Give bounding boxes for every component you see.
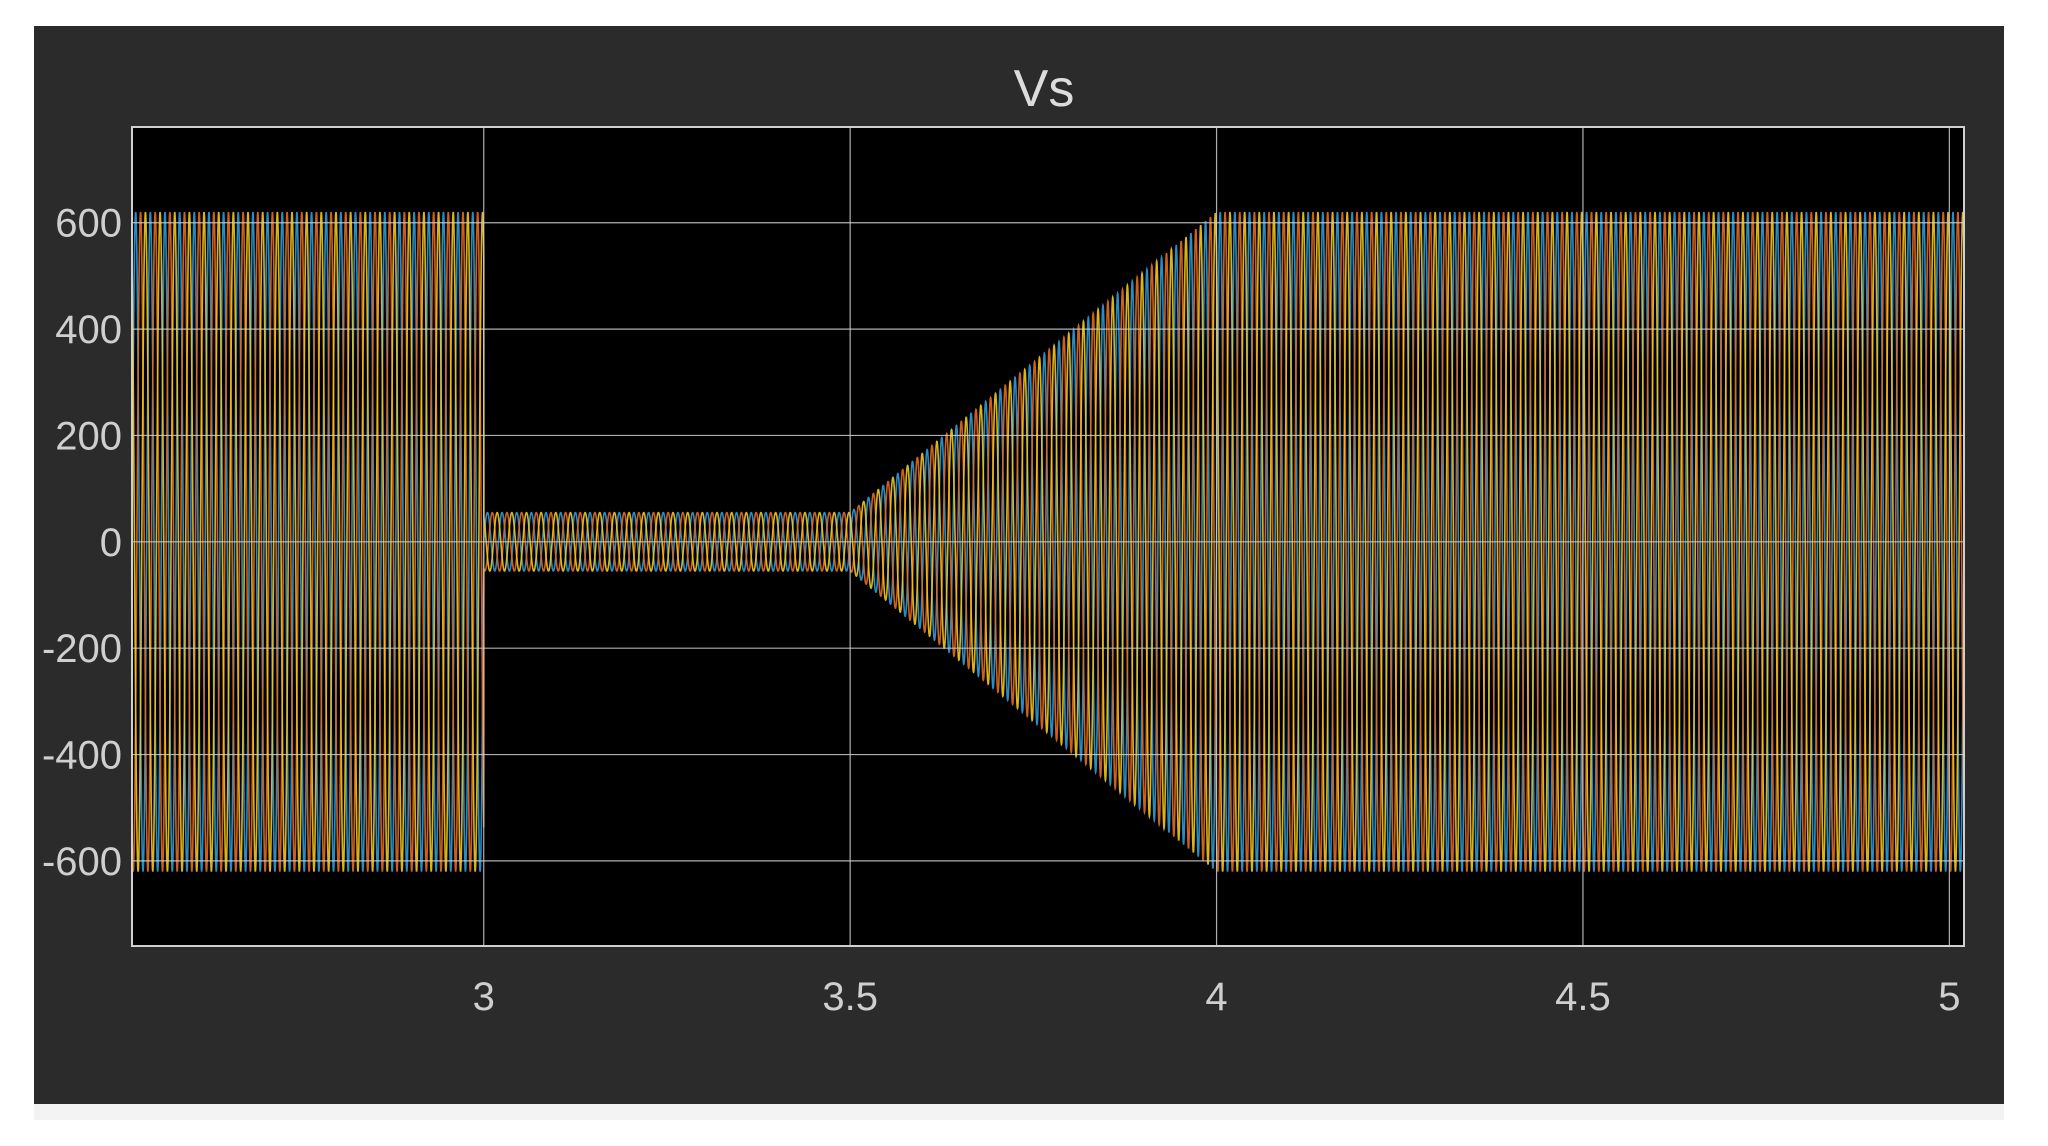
y-tick-label: 0	[100, 521, 122, 565]
chart-title: Vs	[1014, 60, 1075, 118]
x-tick-label: 3	[473, 975, 495, 1019]
y-tick-label: 200	[55, 414, 122, 458]
y-tick-label: 600	[55, 202, 122, 246]
x-tick-label: 5	[1938, 975, 1960, 1019]
axes-frame	[131, 126, 1965, 947]
plot-area	[131, 126, 1965, 947]
y-axis-ticks: 600 400 200 0 -200 -400 -600	[42, 202, 122, 884]
x-tick-label: 4	[1205, 975, 1227, 1019]
figure-bottom-border	[34, 1104, 2004, 1120]
y-tick-label: -200	[42, 627, 122, 671]
y-tick-label: -400	[42, 734, 122, 778]
x-axis-ticks: 3 3.5 4 4.5 5	[473, 975, 1961, 1019]
y-tick-label: 400	[55, 308, 122, 352]
grid-lines	[132, 127, 1964, 946]
x-tick-label: 4.5	[1555, 975, 1611, 1019]
x-tick-label: 3.5	[822, 975, 878, 1019]
scope-chart: Vs 600 400 200 0 -200 -400 -600 3 3.5 4 4.5 5	[42, 60, 1965, 1019]
y-tick-label: -600	[42, 840, 122, 884]
scope-figure: Vs 600 400 200 0 -200 -400 -600 3 3.5 4 4.5 5	[34, 26, 2004, 1104]
